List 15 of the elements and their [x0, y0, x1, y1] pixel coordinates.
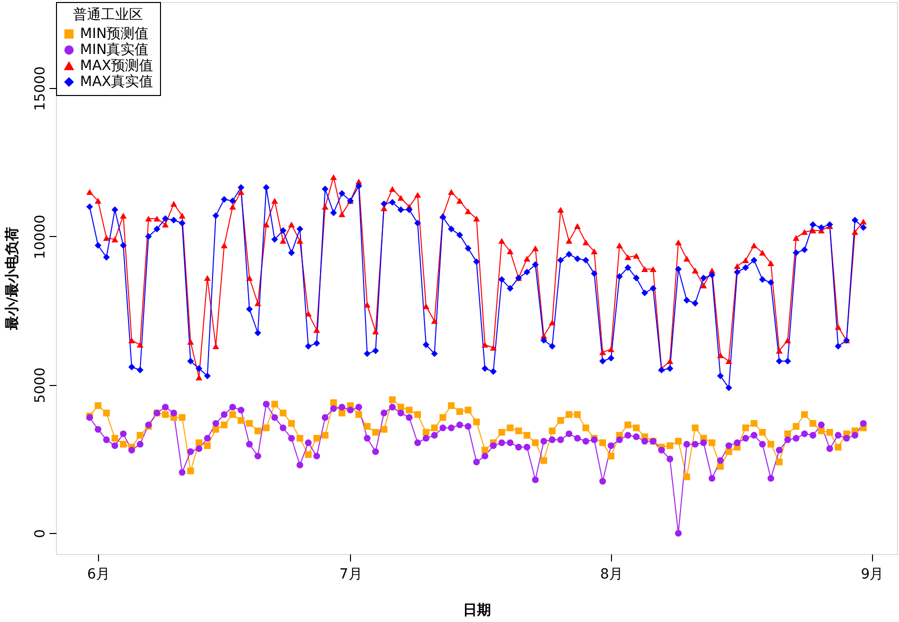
y-tick-label: 10000 — [32, 214, 48, 260]
x-tick-label: 6月 — [87, 566, 110, 582]
x-tick-label: 9月 — [860, 566, 884, 582]
y-tick-label: 15000 — [32, 66, 48, 111]
y-axis-title: 最小/最小电负荷 — [4, 226, 20, 332]
legend-label: MIN真实值 — [80, 42, 149, 58]
legend-label: MAX真实值 — [80, 74, 154, 90]
legend-title: 普通工业区 — [73, 6, 143, 23]
y-tick-label: 0 — [32, 529, 48, 538]
y-tick-label: 5000 — [32, 368, 48, 404]
x-tick-label: 8月 — [600, 566, 624, 582]
legend-label: MAX预测值 — [80, 58, 154, 74]
legend-label: MIN预测值 — [80, 26, 149, 42]
x-axis-title: 日期 — [463, 602, 491, 618]
x-tick-label: 7月 — [339, 566, 362, 582]
